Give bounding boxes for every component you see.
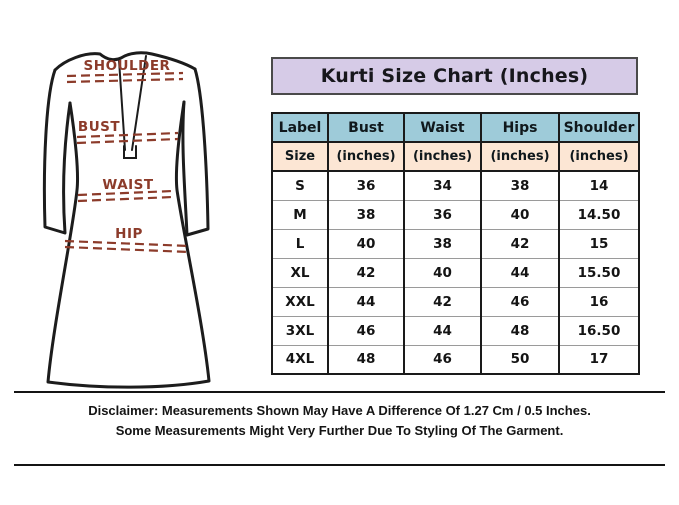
column-header-waist: Waist	[403, 112, 482, 143]
size-label-cell: M	[271, 199, 329, 229]
column-header-hips: Hips	[480, 112, 560, 143]
measurement-value-cell: 42	[403, 286, 482, 316]
measurement-value-cell: 15.50	[558, 257, 640, 287]
table-row: L 40 38 42 15	[271, 228, 640, 258]
measurement-value-cell: 46	[327, 315, 405, 345]
kurti-outline	[42, 51, 211, 389]
measurement-value-cell: 40	[480, 199, 560, 229]
kurti-measurement-diagram: SHOULDER BUST WAIST HIP	[42, 51, 211, 389]
waist-dash-line	[77, 189, 174, 197]
column-header-label: Label	[271, 112, 329, 143]
measurement-value-cell: 50	[480, 344, 560, 374]
column-header-bust: Bust	[327, 112, 405, 143]
measurement-value-cell: 36	[327, 170, 405, 200]
table-row: XXL 44 42 46 16	[271, 286, 640, 316]
unit-header-size: Size	[271, 141, 329, 172]
disclaimer-top-rule	[14, 391, 665, 393]
measurement-value-cell: 16	[558, 286, 640, 316]
measurement-value-cell: 48	[327, 344, 405, 374]
measurement-value-cell: 36	[403, 199, 482, 229]
waist-dash-line	[77, 195, 174, 203]
shoulder-dash-line	[66, 71, 184, 78]
table-row: S 36 34 38 14	[271, 170, 640, 200]
measurement-value-cell: 38	[327, 199, 405, 229]
hip-dash-line	[64, 245, 190, 254]
chart-title: Kurti Size Chart (Inches)	[320, 65, 589, 87]
measurement-labels: SHOULDER BUST WAIST HIP	[78, 58, 171, 242]
measurement-value-cell: 46	[403, 344, 482, 374]
measurement-dash-lines	[64, 71, 190, 254]
table-row: 3XL 46 44 48 16.50	[271, 315, 640, 345]
table-row: 4XL 48 46 50 17	[271, 344, 640, 374]
kurti-right-sleeve	[181, 67, 210, 237]
measurement-value-cell: 44	[480, 257, 560, 287]
unit-header-inches: (inches)	[480, 141, 560, 172]
measurement-value-cell: 15	[558, 228, 640, 258]
measurement-value-cell: 16.50	[558, 315, 640, 345]
measurement-value-cell: 44	[403, 315, 482, 345]
measurement-value-cell: 42	[327, 257, 405, 287]
size-label-cell: XXL	[271, 286, 329, 316]
kurti-body	[46, 100, 211, 389]
hip-dash-line	[64, 239, 190, 248]
size-label-cell: XL	[271, 257, 329, 287]
chart-title-bar: Kurti Size Chart (Inches)	[271, 57, 638, 95]
kurti-left-sleeve	[42, 68, 72, 235]
disclaimer-bottom-rule	[14, 464, 665, 466]
size-label-cell: 3XL	[271, 315, 329, 345]
measurement-value-cell: 17	[558, 344, 640, 374]
unit-header-inches: (inches)	[403, 141, 482, 172]
measurement-value-cell: 40	[403, 257, 482, 287]
measurement-value-cell: 14.50	[558, 199, 640, 229]
column-header-shoulder: Shoulder	[558, 112, 640, 143]
hip-measure-label: HIP	[115, 226, 143, 242]
measurement-value-cell: 42	[480, 228, 560, 258]
disclaimer-line-2: Some Measurements Might Very Further Due…	[115, 423, 564, 438]
kurti-neck-shoulder-line	[53, 51, 197, 72]
table-row: M 38 36 40 14.50	[271, 199, 640, 229]
unit-header-row: Size (inches) (inches) (inches) (inches)	[271, 141, 640, 172]
size-chart-table: Label Bust Waist Hips Shoulder Size (inc…	[271, 112, 640, 375]
shoulder-measure-label: SHOULDER	[84, 58, 171, 74]
bust-measure-label: BUST	[78, 119, 120, 135]
size-label-cell: S	[271, 170, 329, 200]
unit-header-inches: (inches)	[327, 141, 405, 172]
vneck-placket-box	[123, 145, 137, 159]
table-row: XL 42 40 44 15.50	[271, 257, 640, 287]
measurement-value-cell: 34	[403, 170, 482, 200]
measurement-value-cell: 44	[327, 286, 405, 316]
bust-dash-line	[76, 131, 179, 139]
shoulder-dash-line	[66, 77, 184, 84]
measurement-value-cell: 14	[558, 170, 640, 200]
measurement-value-cell: 40	[327, 228, 405, 258]
size-table-head: Label Bust Waist Hips Shoulder Size (inc…	[271, 112, 640, 172]
measurement-value-cell: 46	[480, 286, 560, 316]
unit-header-inches: (inches)	[558, 141, 640, 172]
size-label-cell: L	[271, 228, 329, 258]
size-table-body: S 36 34 38 14 M 38 36 40 14.50 L 40 38 42 15 XL 42 40 44 15…	[271, 170, 640, 374]
disclaimer-text: Disclaimer: Measurements Shown May Have …	[0, 401, 679, 441]
measurement-value-cell: 48	[480, 315, 560, 345]
disclaimer-line-1: Disclaimer: Measurements Shown May Have …	[88, 403, 591, 418]
measurement-value-cell: 38	[480, 170, 560, 200]
kurti-diagram-container: SHOULDER BUST WAIST HIP	[15, 40, 265, 395]
measurement-value-cell: 38	[403, 228, 482, 258]
bust-dash-line	[76, 137, 179, 145]
column-header-row: Label Bust Waist Hips Shoulder	[271, 112, 640, 143]
waist-measure-label: WAIST	[102, 177, 153, 193]
size-label-cell: 4XL	[271, 344, 329, 374]
